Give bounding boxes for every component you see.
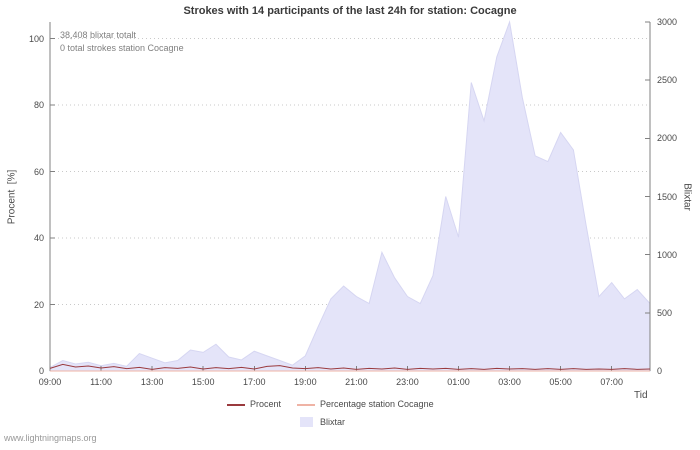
station-percentage-legend-swatch <box>297 404 315 406</box>
x-axis-tick-label: 05:00 <box>549 377 572 387</box>
station-percentage-legend-label: Percentage station Cocagne <box>320 399 434 409</box>
procent-legend-label: Procent <box>250 399 282 409</box>
right-axis-tick-label: 500 <box>657 307 673 318</box>
procent-line-series <box>49 363 651 370</box>
blixtar-legend-label: Blixtar <box>320 417 346 427</box>
left-axis-tick-label: 60 <box>33 166 44 177</box>
procent-legend-swatch <box>227 404 245 406</box>
x-axis-tick-label: 19:00 <box>294 377 317 387</box>
x-axis-tick-label: 13:00 <box>140 377 164 387</box>
left-axis-tick-label: 100 <box>28 33 44 44</box>
right-axis-tick-label: 1000 <box>657 249 678 260</box>
right-axis-tick-label: 2000 <box>657 133 678 144</box>
chart-title: Strokes with 14 participants of the last… <box>183 5 517 17</box>
x-axis-tick-label: 11:00 <box>90 377 112 387</box>
watermark-link: www.lightningmaps.org <box>4 433 97 443</box>
right-axis-tick-label: 1500 <box>657 191 678 202</box>
total-strokes-annotation: 38,408 blixtar totalt <box>60 30 137 40</box>
left-axis-tick-label: 40 <box>33 233 44 244</box>
x-axis-tick-label: 17:00 <box>242 377 266 387</box>
x-axis-label: Tid <box>634 390 648 401</box>
left-axis-tick-label: 0 <box>38 366 44 376</box>
left-axis-tick-label: 20 <box>33 299 44 310</box>
right-axis-tick-label: 2500 <box>657 75 678 86</box>
right-axis-tick-label: 3000 <box>657 17 678 27</box>
x-axis-tick-label: 03:00 <box>498 377 521 387</box>
left-axis-tick-label: 80 <box>33 100 44 111</box>
x-axis-tick-label: 01:00 <box>447 377 470 387</box>
blixtar-area-series <box>49 20 651 372</box>
x-axis-tick-label: 23:00 <box>396 377 419 387</box>
left-axis-label: Procent [%] <box>6 169 18 225</box>
blixtar-legend-swatch <box>300 417 313 427</box>
x-axis-tick-label: 07:00 <box>600 377 623 387</box>
station-strokes-annotation: 0 total strokes station Cocagne <box>60 43 184 53</box>
right-axis-tick-label: 0 <box>657 366 663 376</box>
x-axis-tick-label: 15:00 <box>191 377 215 387</box>
x-axis-tick-label: 09:00 <box>38 377 62 387</box>
x-axis-tick-label: 21:00 <box>345 377 368 387</box>
